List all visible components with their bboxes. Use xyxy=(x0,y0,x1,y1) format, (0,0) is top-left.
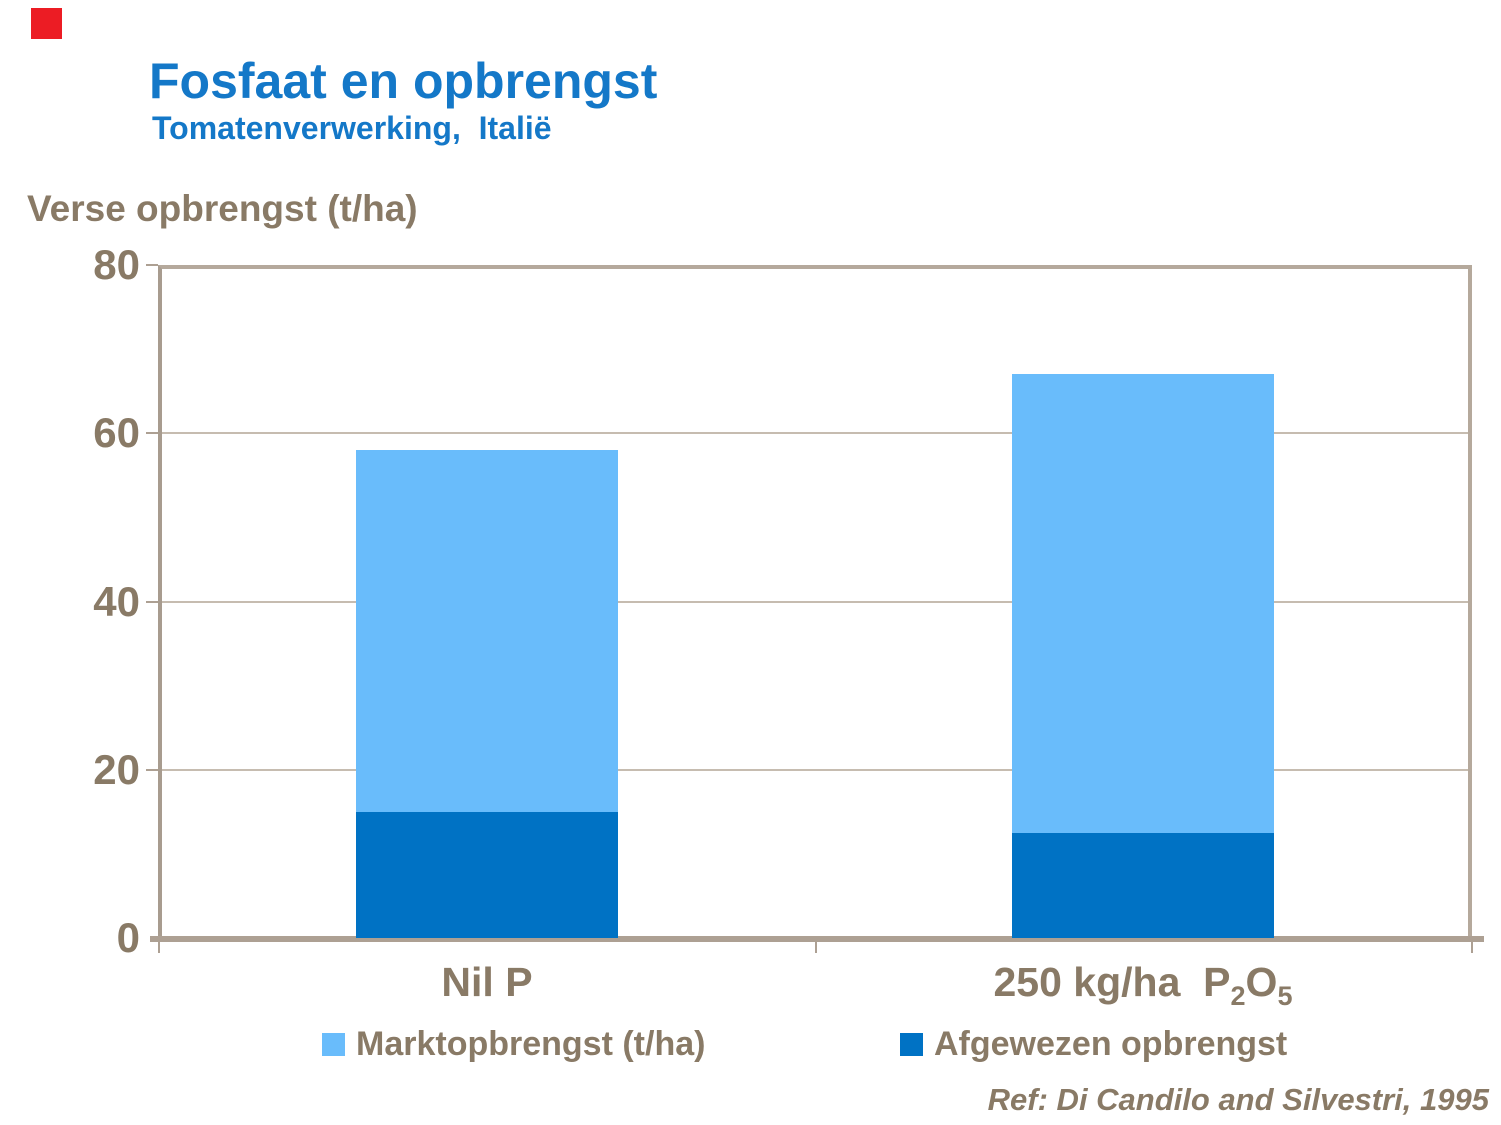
y-axis-tick xyxy=(146,601,158,603)
x-axis-label-text: 250 kg/ha P xyxy=(993,959,1231,1005)
bar-segment-afgewezen xyxy=(1012,833,1274,938)
chart-title: Fosfaat en opbrengst xyxy=(149,53,658,109)
y-tick-label: 20 xyxy=(93,746,140,793)
x-axis-label-text: O xyxy=(1245,959,1278,1005)
x-axis-line xyxy=(150,936,1484,942)
subscript-2: 2 xyxy=(1230,981,1246,1012)
legend-label: Marktopbrengst (t/ha) xyxy=(356,1025,706,1063)
chart-subtitle: Tomatenverwerking, Italië xyxy=(152,110,552,146)
y-tick-label: 40 xyxy=(93,578,140,625)
legend-swatch-dark-blue xyxy=(900,1032,923,1056)
y-axis-tick xyxy=(146,264,158,266)
y-tick-label: 0 xyxy=(116,914,140,961)
y-tick-label: 60 xyxy=(93,409,140,456)
y-axis-tick xyxy=(146,769,158,771)
y-tick-label: 80 xyxy=(93,241,140,288)
x-axis-label-nil-p: Nil P xyxy=(441,959,533,1005)
x-axis-tick xyxy=(1471,942,1473,953)
gridline xyxy=(162,601,1468,603)
bar-segment-afgewezen xyxy=(356,812,618,938)
y-axis-tick xyxy=(146,432,158,434)
legend-item-afgewezen: Afgewezen opbrengst xyxy=(900,1024,1287,1064)
legend-item-marktopbrengst: Marktopbrengst (t/ha) xyxy=(322,1024,705,1064)
reference-text: Ref: Di Candilo and Silvestri, 1995 xyxy=(987,1082,1489,1117)
legend-label: Afgewezen opbrengst xyxy=(934,1025,1288,1063)
x-axis-tick xyxy=(815,942,817,953)
x-axis-tick xyxy=(158,942,160,953)
plot-area xyxy=(158,265,1472,936)
bar-segment-marktopbrengst xyxy=(356,450,618,812)
x-axis-label-250kg: 250 kg/ha P2O5 xyxy=(868,958,1418,1010)
logo-square xyxy=(31,8,62,39)
legend-swatch-light-blue xyxy=(322,1032,345,1056)
gridline xyxy=(162,769,1468,771)
bar-segment-marktopbrengst xyxy=(1012,374,1274,833)
y-axis-title: Verse opbrengst (t/ha) xyxy=(27,188,418,229)
gridline xyxy=(162,432,1468,434)
subscript-5: 5 xyxy=(1277,981,1293,1012)
